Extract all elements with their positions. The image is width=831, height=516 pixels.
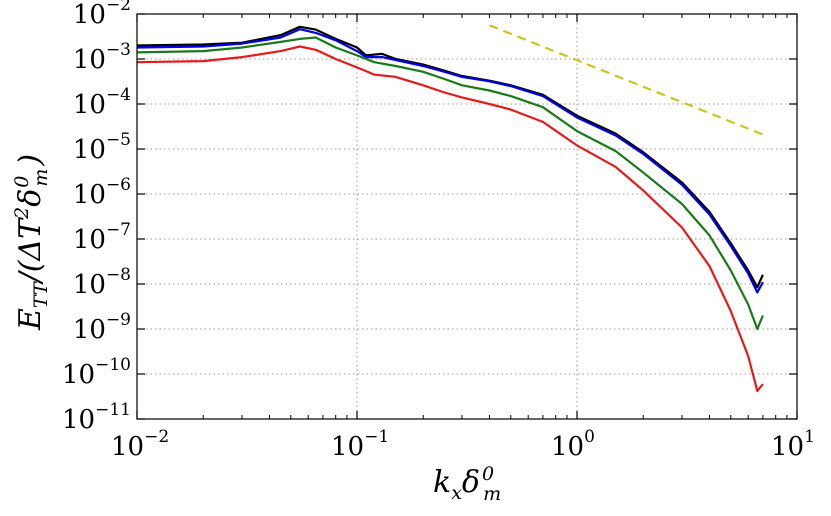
grid-lines bbox=[137, 14, 797, 419]
y-tick-label: 10−10 bbox=[62, 355, 131, 390]
y-tick-label: 10−3 bbox=[73, 40, 131, 75]
y-tick-label: 10−4 bbox=[73, 85, 131, 120]
y-tick-label: 10−6 bbox=[73, 175, 131, 210]
series-red bbox=[136, 45, 764, 393]
y-tick-label: 10−9 bbox=[73, 310, 131, 345]
series-green bbox=[136, 36, 764, 331]
series-black bbox=[136, 25, 764, 289]
y-tick-label: 10−8 bbox=[73, 265, 131, 300]
x-tick-labels: 10−2 10−1 100 101 bbox=[111, 427, 815, 462]
series-reference-slope bbox=[489, 24, 764, 136]
x-axis-label: kxδ 0 m bbox=[433, 463, 501, 505]
y-tick-labels: 10−2 10−3 10−4 10−5 10−6 10−7 10−8 10−9 10−10 10−… bbox=[62, 0, 131, 435]
x-tick-label: 10−2 bbox=[111, 427, 169, 462]
series-layer bbox=[136, 24, 764, 393]
y-tick-label: 10−2 bbox=[73, 0, 131, 30]
tick-marks bbox=[136, 13, 798, 420]
y-axis-label: ETT/(ΔT2δ0m) bbox=[11, 154, 52, 331]
y-tick-label: 10−11 bbox=[62, 400, 131, 435]
plot-frame bbox=[136, 13, 798, 420]
y-tick-label: 10−5 bbox=[73, 130, 131, 165]
series-blue bbox=[136, 28, 764, 294]
x-tick-label: 100 bbox=[551, 427, 595, 462]
x-tick-label: 101 bbox=[771, 427, 815, 462]
x-tick-label: 10−1 bbox=[331, 427, 389, 462]
y-tick-label: 10−7 bbox=[73, 220, 131, 255]
